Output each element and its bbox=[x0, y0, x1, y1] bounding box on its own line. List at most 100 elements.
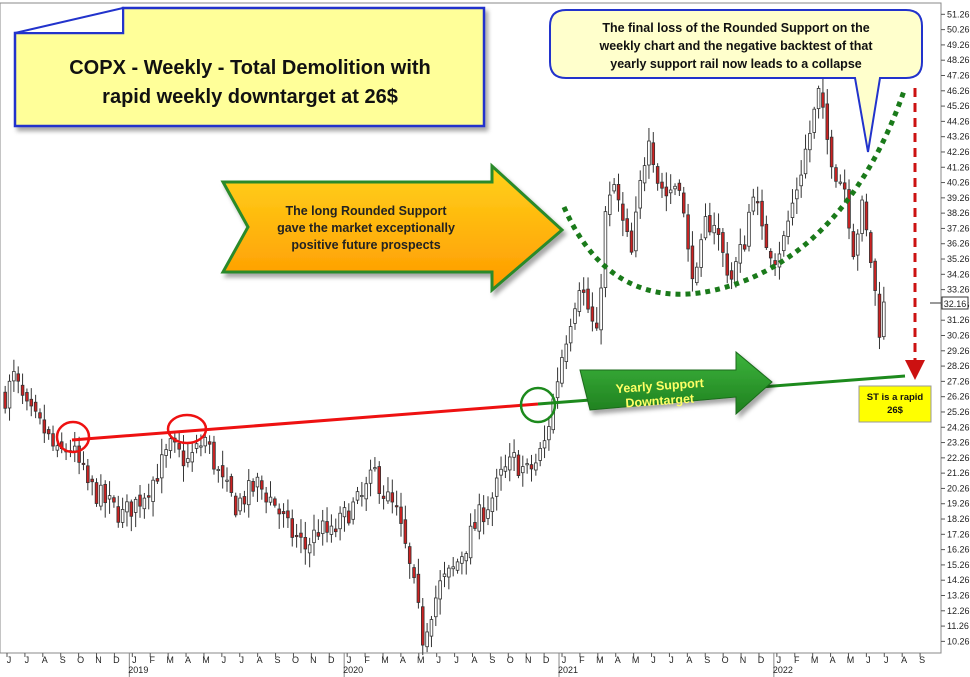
x-tick-label: M bbox=[596, 655, 604, 665]
x-tick-label: N bbox=[740, 655, 747, 665]
candle-body bbox=[390, 492, 395, 503]
candle-body bbox=[460, 556, 464, 564]
candle-body bbox=[186, 458, 190, 463]
candle-body bbox=[464, 553, 468, 562]
x-tick-label: J bbox=[240, 655, 245, 665]
candle-body bbox=[847, 189, 851, 229]
candle-body bbox=[264, 492, 268, 503]
y-tick-label: 28.26 bbox=[947, 361, 970, 371]
candle-body bbox=[42, 419, 47, 434]
candle-body bbox=[168, 438, 173, 451]
x-tick-label: M bbox=[811, 655, 819, 665]
candle-body bbox=[616, 183, 621, 201]
candle-body bbox=[194, 443, 199, 449]
y-tick-label: 43.26 bbox=[947, 132, 970, 142]
y-tick-label: 48.26 bbox=[947, 55, 970, 65]
x-tick-label: M bbox=[166, 655, 174, 665]
y-tick-label: 40.26 bbox=[947, 178, 970, 188]
candle-body bbox=[860, 199, 864, 234]
touch-circle-1 bbox=[55, 420, 91, 454]
candle-body bbox=[821, 92, 825, 108]
candle-body bbox=[825, 103, 830, 140]
candle-body bbox=[407, 546, 412, 564]
x-tick-label: O bbox=[507, 655, 514, 665]
x-tick-label: N bbox=[525, 655, 532, 665]
candle-body bbox=[507, 456, 512, 471]
callout-top-line3: yearly support rail now leads to a colla… bbox=[610, 57, 862, 71]
y-tick-label: 17.26 bbox=[947, 529, 970, 539]
y-tick-label: 46.26 bbox=[947, 86, 970, 96]
year-label: 2021 bbox=[558, 665, 578, 675]
x-tick-label: S bbox=[704, 655, 710, 665]
candle-body bbox=[842, 182, 847, 190]
candle-body bbox=[729, 270, 734, 280]
candle-body bbox=[521, 466, 525, 474]
candle-body bbox=[355, 491, 360, 501]
candle-body bbox=[451, 566, 455, 570]
candle-body bbox=[703, 216, 708, 239]
candle-body bbox=[421, 606, 425, 646]
y-tick-label: 21.26 bbox=[947, 468, 970, 478]
candle-body bbox=[286, 510, 290, 519]
target-box-line2: 26$ bbox=[887, 405, 904, 416]
x-tick-label: J bbox=[436, 655, 441, 665]
candle-body bbox=[855, 233, 860, 256]
y-tick-label: 22.26 bbox=[947, 453, 970, 463]
x-tick-label: O bbox=[77, 655, 84, 665]
candle-body bbox=[399, 506, 403, 524]
candle-body bbox=[477, 504, 482, 532]
candle-body bbox=[638, 180, 642, 209]
candle-body bbox=[529, 464, 534, 470]
candle-body bbox=[73, 445, 77, 452]
y-tick-label: 20.26 bbox=[947, 483, 970, 493]
candle-body bbox=[668, 189, 673, 194]
y-tick-label: 44.26 bbox=[947, 116, 970, 126]
chart-title-line2: rapid weekly downtarget at 26$ bbox=[102, 86, 398, 108]
x-tick-label: M bbox=[417, 655, 425, 665]
candle-body bbox=[782, 235, 786, 252]
candle-body bbox=[447, 567, 451, 578]
callout-top-line1: The final loss of the Rounded Support on… bbox=[602, 21, 869, 35]
target-box bbox=[858, 385, 932, 423]
y-tick-label: 39.26 bbox=[947, 193, 970, 203]
candle-body bbox=[129, 501, 134, 517]
x-tick-label: A bbox=[901, 655, 907, 665]
candle-body bbox=[247, 480, 251, 506]
candle-body bbox=[116, 506, 121, 523]
orange-arrow-line3: positive future prospects bbox=[291, 238, 440, 252]
candle-body bbox=[290, 518, 295, 538]
candle-body bbox=[747, 211, 751, 247]
candle-body bbox=[490, 497, 495, 513]
y-tick-label: 51.26 bbox=[947, 9, 970, 19]
candle-body bbox=[755, 201, 760, 204]
candle-body bbox=[403, 519, 408, 544]
x-tick-label: F bbox=[149, 655, 155, 665]
x-tick-label: J bbox=[669, 655, 674, 665]
x-tick-label: J bbox=[347, 655, 352, 665]
y-tick-label: 12.26 bbox=[947, 606, 970, 616]
y-axis: 10.26 11.26 12.26 13.26 14.26 15.26 16.26 17.26… bbox=[941, 9, 970, 646]
x-tick-label: A bbox=[615, 655, 621, 665]
candle-body bbox=[77, 445, 81, 463]
candle-body bbox=[869, 232, 873, 264]
candle-body bbox=[799, 174, 803, 187]
candle-body bbox=[16, 373, 20, 382]
x-tick-label: J bbox=[25, 655, 30, 665]
x-tick-label: J bbox=[222, 655, 227, 665]
candle-body bbox=[660, 181, 664, 189]
x-tick-label: J bbox=[651, 655, 656, 665]
candle-body bbox=[547, 426, 551, 441]
candle-body bbox=[320, 520, 325, 534]
candle-body bbox=[220, 465, 225, 478]
candle-body bbox=[864, 201, 869, 231]
x-tick-label: M bbox=[632, 655, 640, 665]
x-tick-label: A bbox=[42, 655, 48, 665]
candle-body bbox=[86, 465, 90, 484]
x-tick-label: A bbox=[471, 655, 477, 665]
candle-body bbox=[386, 491, 390, 502]
y-tick-label: 14.26 bbox=[947, 575, 970, 585]
x-tick-label: J bbox=[454, 655, 459, 665]
candle-body bbox=[207, 441, 212, 445]
year-label: 2020 bbox=[343, 665, 363, 675]
